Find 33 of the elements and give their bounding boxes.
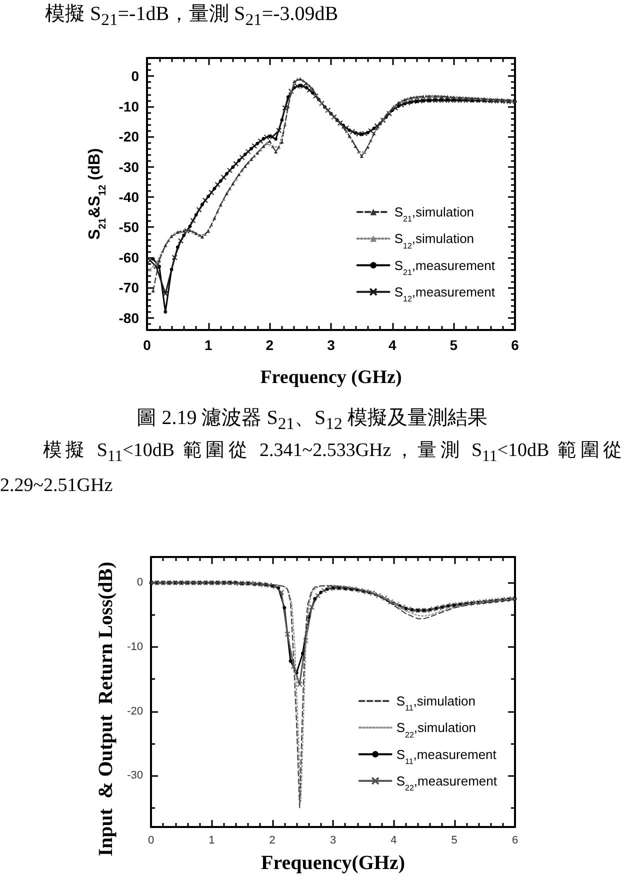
- y-tick-label: -10: [127, 641, 143, 653]
- x-axis-title: Frequency(GHz): [260, 852, 406, 874]
- y-tick-label: -30: [127, 770, 143, 782]
- x-tick-label: 4: [390, 834, 397, 846]
- caption: 圖 2.19 濾波器 S$_{21}$、S$_{12}$ 模擬及量測結果: [136, 406, 488, 435]
- y-tick-label: -80: [118, 310, 140, 326]
- text: 模擬 S$_{11}$<10dB 範圍從 2.341~2.533GHz，量測 S$_{11}$<10dB 範圍從 2.29~2.51GHz: [0, 440, 622, 496]
- y-axis-title: Input & Output Return Loss(dB): [95, 562, 118, 856]
- y-tick-label: 0: [136, 576, 143, 589]
- y-tick-label: -40: [118, 189, 140, 206]
- text: 模擬 S$_{21}$=-1dB，量測 S$_{21}$=-3.09dB: [45, 2, 340, 31]
- x-tick-label: 5: [450, 337, 458, 353]
- x-tick-label: 1: [204, 337, 212, 353]
- x-tick-label: 5: [451, 834, 458, 846]
- y-tick-label: 0: [131, 68, 140, 84]
- x-tick-label: 3: [330, 834, 336, 846]
- x-tick-label: 1: [208, 834, 215, 846]
- x-tick-label: 2: [266, 337, 274, 353]
- y-tick-label: -50: [118, 219, 140, 236]
- y-tick-label: -30: [118, 158, 140, 175]
- x-tick-label: 6: [511, 337, 520, 353]
- x-tick-label: 2: [269, 834, 276, 846]
- y-tick-label: -20: [118, 128, 140, 145]
- y-axis-title: S21&S12 (dB): [86, 148, 108, 240]
- y-tick-label: -20: [127, 705, 143, 718]
- x-tick-label: 6: [512, 834, 518, 846]
- y-tick-label: -60: [118, 249, 140, 266]
- x-tick-label: 4: [388, 337, 396, 353]
- x-tick-label: 0: [148, 834, 154, 846]
- y-tick-label: -70: [118, 280, 140, 296]
- x-tick-label: 3: [327, 337, 336, 353]
- y-tick-label: -10: [118, 98, 140, 114]
- x-axis-title: Frequency (GHz): [260, 367, 402, 388]
